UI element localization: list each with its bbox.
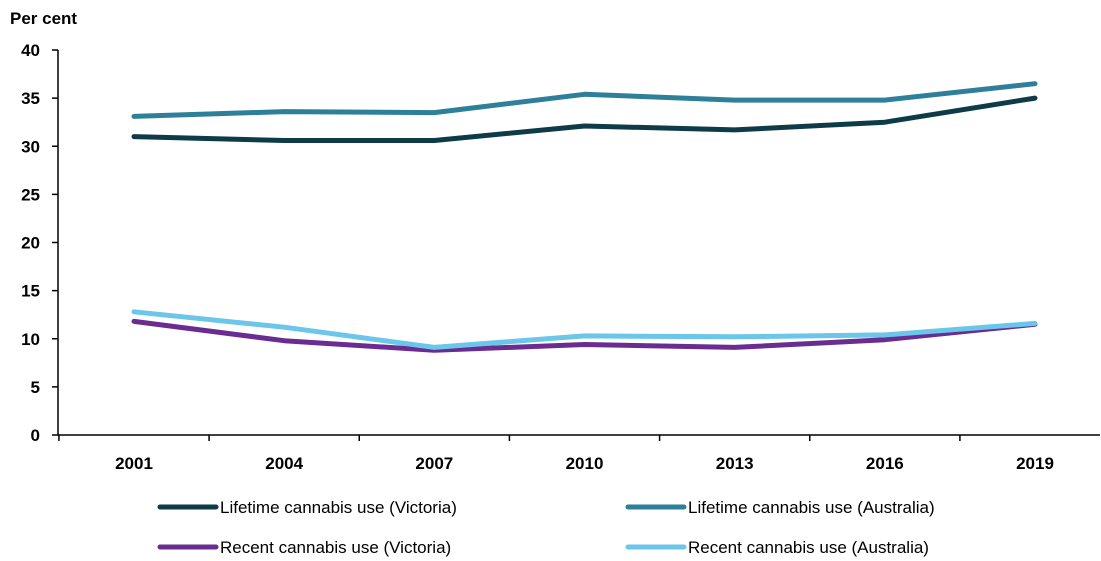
x-tick-label: 2010 — [566, 454, 604, 473]
axes — [57, 50, 1100, 436]
x-tick-label: 2007 — [415, 454, 453, 473]
y-ticks: 0 5 10 15 20 25 30 35 40 — [21, 41, 58, 445]
series-line-3 — [131, 318, 1038, 353]
y-tick-label: 30 — [21, 137, 40, 156]
y-tick-label: 10 — [21, 330, 40, 349]
series-lines — [131, 81, 1038, 353]
legend-label: Recent cannabis use (Victoria) — [220, 538, 451, 557]
y-tick-label: 20 — [21, 234, 40, 253]
y-tick-label: 15 — [21, 282, 40, 301]
y-tick-label: 0 — [31, 426, 40, 445]
series-line-2 — [131, 81, 1038, 119]
x-tick-label: 2001 — [115, 454, 153, 473]
legend-label: Lifetime cannabis use (Australia) — [688, 498, 935, 517]
y-tick-label: 40 — [21, 41, 40, 60]
y-axis-label: Per cent — [10, 9, 77, 28]
legend: Lifetime cannabis use (Victoria) Lifetime… — [157, 498, 935, 557]
x-ticks: 2001 2004 2007 2010 2013 2016 2019 — [58, 435, 1054, 473]
legend-label: Recent cannabis use (Australia) — [688, 538, 929, 557]
series-line-1 — [131, 95, 1038, 143]
x-tick-label: 2013 — [716, 454, 754, 473]
y-tick-label: 5 — [31, 378, 40, 397]
legend-label: Lifetime cannabis use (Victoria) — [220, 498, 457, 517]
y-tick-label: 25 — [21, 185, 40, 204]
x-tick-label: 2019 — [1016, 454, 1054, 473]
x-tick-label: 2004 — [265, 454, 303, 473]
series-line-4 — [131, 309, 1038, 350]
y-tick-label: 35 — [21, 89, 40, 108]
x-tick-label: 2016 — [866, 454, 904, 473]
